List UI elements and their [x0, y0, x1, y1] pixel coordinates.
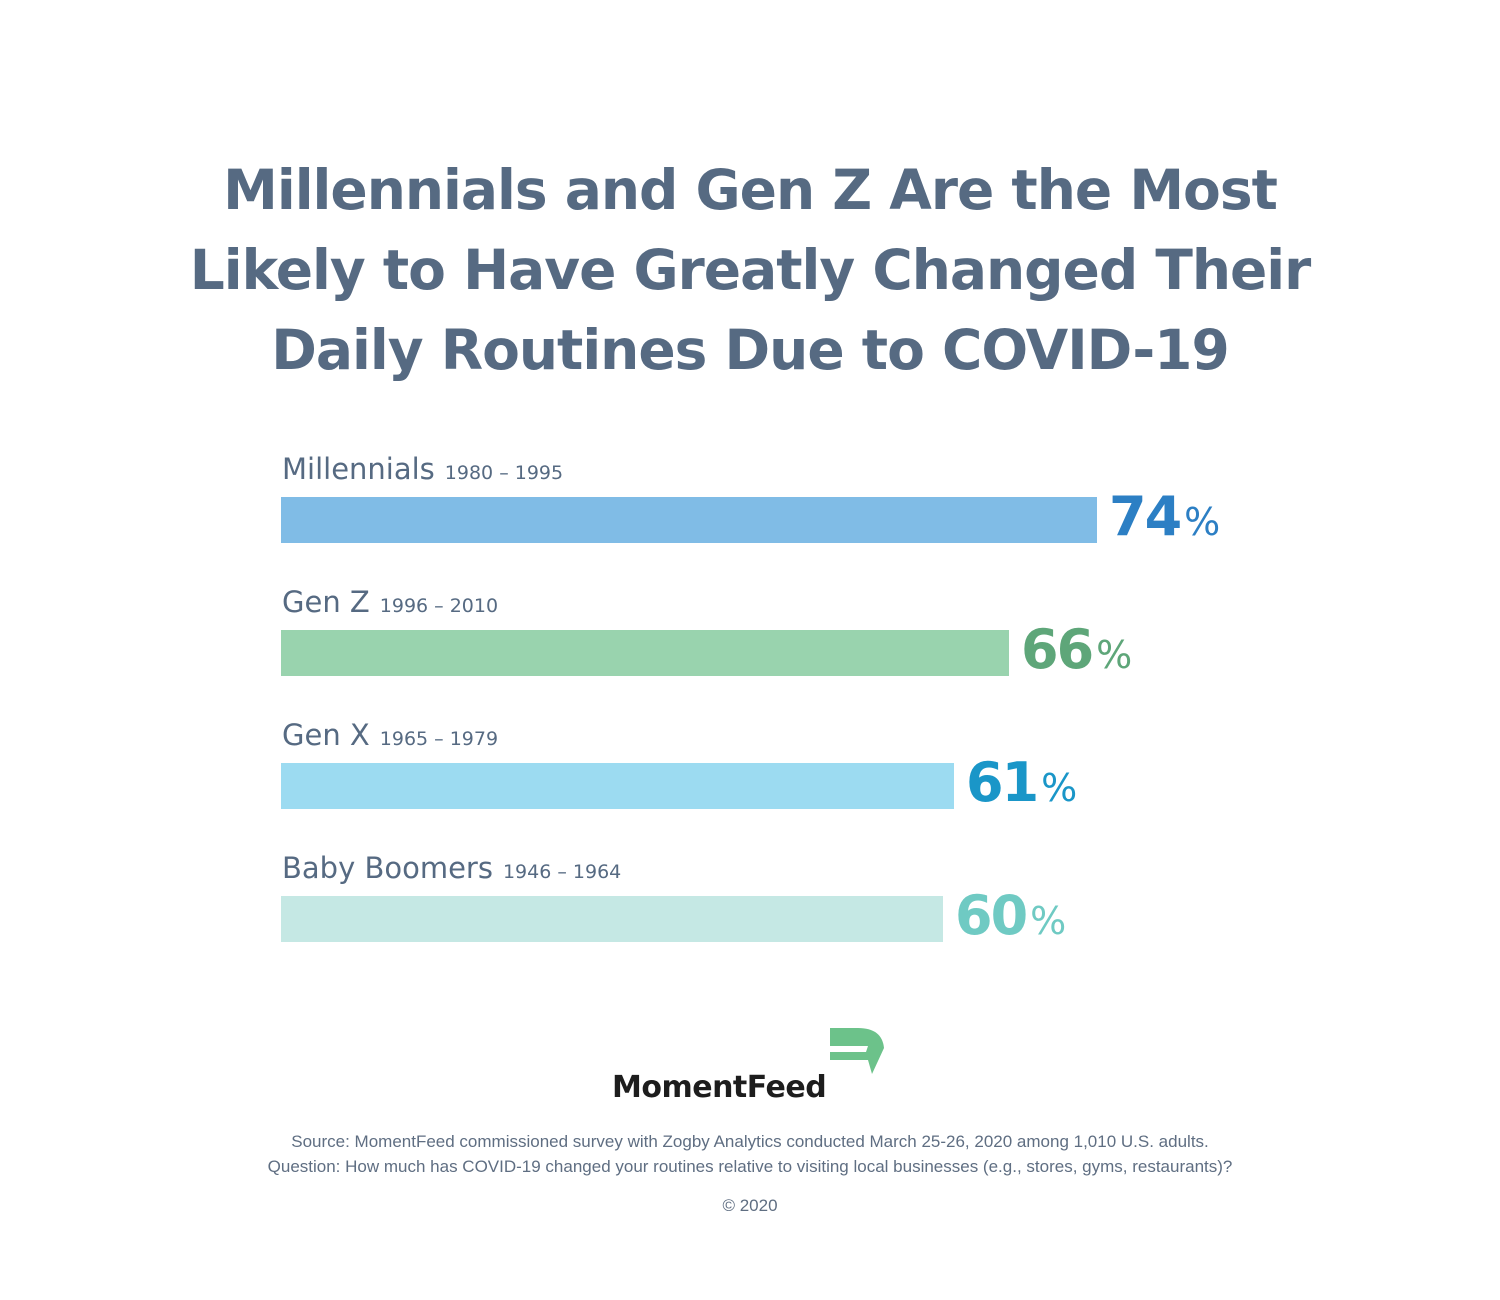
category-years: 1996 – 2010 [379, 595, 499, 617]
data-label-value: 74 [1109, 485, 1182, 548]
category-years: 1980 – 1995 [444, 462, 564, 484]
data-label-percent: % [1030, 899, 1067, 943]
category-label: Gen Z 1996 – 2010 [282, 585, 498, 619]
data-label: 74% [1109, 485, 1220, 548]
title-line-1: Millennials and Gen Z Are the Most [223, 158, 1278, 222]
category-years: 1946 – 1964 [502, 861, 622, 883]
momentfeed-logo: MomentFeed [612, 1026, 892, 1106]
category-years: 1965 – 1979 [379, 728, 499, 750]
title-line-2: Likely to Have Greatly Changed Their [189, 238, 1312, 302]
data-label: 60% [955, 884, 1066, 947]
data-label: 66% [1021, 618, 1132, 681]
data-label-percent: % [1096, 633, 1133, 677]
question-note: Question: How much has COVID-19 changed … [267, 1157, 1233, 1176]
category-label: Baby Boomers 1946 – 1964 [282, 851, 621, 885]
source-note: Source: MomentFeed commissioned survey w… [291, 1132, 1209, 1151]
bar [281, 896, 943, 942]
category-name: Gen X [282, 718, 370, 752]
category-name: Millennials [282, 452, 435, 486]
data-label-percent: % [1041, 766, 1078, 810]
chart-title: Millennials and Gen Z Are the Most Likel… [100, 150, 1400, 390]
category-name: Baby Boomers [282, 851, 493, 885]
title-line-3: Daily Routines Due to COVID-19 [271, 318, 1229, 382]
momentfeed-flag-icon [830, 1028, 884, 1074]
category-label: Millennials 1980 – 1995 [282, 452, 563, 486]
category-label: Gen X 1965 – 1979 [282, 718, 498, 752]
category-name: Gen Z [282, 585, 370, 619]
bar [281, 763, 954, 809]
data-label-percent: % [1184, 500, 1221, 544]
data-label-value: 66 [1021, 618, 1094, 681]
data-label-value: 60 [955, 884, 1028, 947]
logo-wordmark: MomentFeed [612, 1070, 827, 1105]
bar [281, 497, 1097, 543]
data-label-value: 61 [966, 751, 1039, 814]
data-label: 61% [966, 751, 1077, 814]
bar [281, 630, 1009, 676]
copyright-note: © 2020 [722, 1196, 778, 1215]
